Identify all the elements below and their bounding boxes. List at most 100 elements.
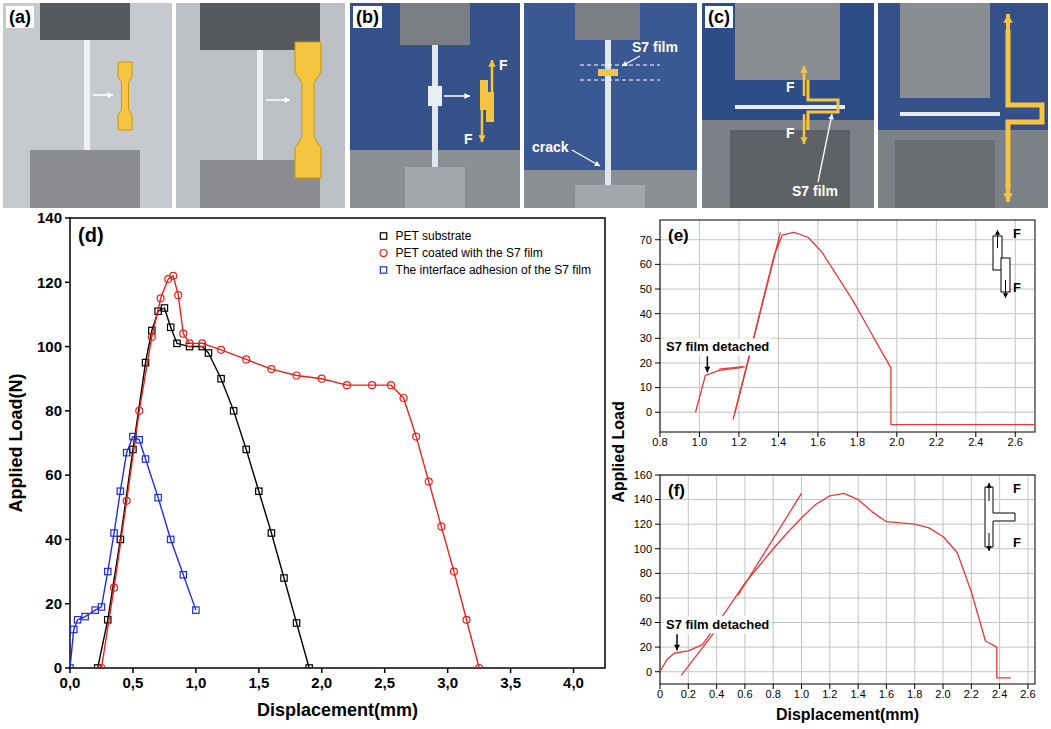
text: 4,0: [563, 674, 584, 691]
text: 2.2: [964, 688, 979, 700]
clamp: [575, 185, 645, 208]
photo-b: FFS7 filmcrack(b): [350, 3, 697, 208]
marker: [268, 530, 274, 536]
text: 1.8: [907, 688, 922, 700]
tick-mark: [655, 573, 660, 574]
arrow-head: [285, 97, 290, 103]
series-line: [696, 232, 1035, 424]
text: crack: [532, 139, 569, 155]
marker: [306, 665, 312, 668]
photo-base: [702, 120, 874, 208]
marker: [400, 395, 407, 402]
arrow-head: [622, 61, 628, 66]
text: 0.4: [709, 688, 724, 700]
specimen-icon: [295, 42, 321, 178]
figure: (a)FFS7 filmcrack(b)FFS7 film(c)0,00,51,…: [0, 0, 1051, 729]
marker: [180, 572, 186, 578]
marker: [425, 478, 432, 485]
annotation: S7 film detached: [664, 338, 771, 375]
marker: [450, 568, 457, 575]
arrow-head: [465, 93, 470, 99]
text: F: [1013, 226, 1021, 241]
arrow-head: [995, 230, 1000, 235]
grid-line: [857, 220, 858, 432]
arrow-head: [108, 92, 113, 98]
tick-mark: [655, 548, 660, 549]
marker: [123, 449, 129, 455]
marker: [98, 665, 105, 669]
text: The interface adhesion of the S7 film: [396, 263, 591, 277]
text: 0: [646, 666, 652, 678]
series-line: [681, 493, 801, 675]
text: Applied Load(N): [6, 374, 26, 513]
text: F: [786, 79, 795, 95]
grid-line: [817, 220, 818, 432]
tick-mark: [655, 499, 660, 500]
panel-label: (b): [353, 6, 382, 28]
text: PET coated with the S7 film: [396, 246, 543, 260]
clamp: [40, 3, 130, 40]
text: 1.4: [850, 688, 865, 700]
photo: [524, 3, 697, 208]
arrow-head: [488, 60, 495, 67]
marker: [243, 356, 250, 363]
arrow-line: [1006, 125, 1010, 202]
arrow-head: [986, 483, 991, 488]
photo-a: (a): [3, 3, 345, 208]
specimen-icon: [118, 62, 132, 130]
grid-line: [744, 475, 745, 684]
grid-line: [778, 220, 779, 432]
text: 3,0: [437, 674, 458, 691]
tick-mark: [655, 475, 660, 476]
panel-label: (c): [705, 6, 733, 28]
arrow-head: [800, 66, 807, 73]
clamp: [575, 3, 640, 40]
text: 100: [37, 338, 62, 355]
marker: [105, 568, 111, 574]
marker: [82, 613, 88, 619]
text: 3,5: [500, 674, 521, 691]
marker: [293, 620, 299, 626]
text: S7 film detached: [666, 339, 769, 354]
grid-line: [660, 412, 1035, 413]
text: F: [1013, 535, 1021, 550]
text: 120: [634, 518, 652, 530]
text: Displacement(mm): [257, 700, 418, 720]
marker: [243, 446, 249, 452]
specimen-icon: [808, 80, 838, 130]
marker: [123, 497, 130, 504]
specimen: [84, 40, 90, 150]
grid-line: [943, 475, 944, 684]
specimen: [605, 40, 611, 185]
text: 2.4: [992, 688, 1007, 700]
grid-line: [773, 475, 774, 684]
marker: [180, 330, 187, 337]
text: F: [1013, 280, 1021, 295]
text: 0: [646, 406, 652, 418]
text: 0.8: [766, 688, 781, 700]
chart-0: 0,00,51,01,52,02,53,03,54,00204060801001…: [6, 209, 605, 720]
text: 1,5: [248, 674, 269, 691]
grid-line: [896, 220, 897, 432]
marker: [161, 305, 167, 311]
grid-line: [660, 524, 1035, 525]
film: [735, 105, 845, 109]
photo-base: [878, 130, 1048, 208]
text: 80: [45, 402, 62, 419]
text: (b): [356, 7, 379, 27]
text: (d): [78, 224, 104, 246]
clamp: [400, 3, 470, 45]
legend: PET substrate PET coated with the S7 film…: [380, 229, 591, 277]
tick-mark: [655, 524, 660, 525]
grid-line: [660, 671, 1035, 672]
arrow-head: [986, 546, 991, 551]
grid-line: [936, 220, 937, 432]
marker: [168, 536, 174, 542]
text: PET substrate: [396, 229, 472, 243]
text: 2.4: [968, 436, 983, 448]
legend-marker: [380, 250, 387, 257]
specimen-icon: [486, 92, 494, 122]
marker: [70, 665, 73, 668]
clamp: [895, 140, 995, 208]
lap-joint: [428, 86, 442, 106]
